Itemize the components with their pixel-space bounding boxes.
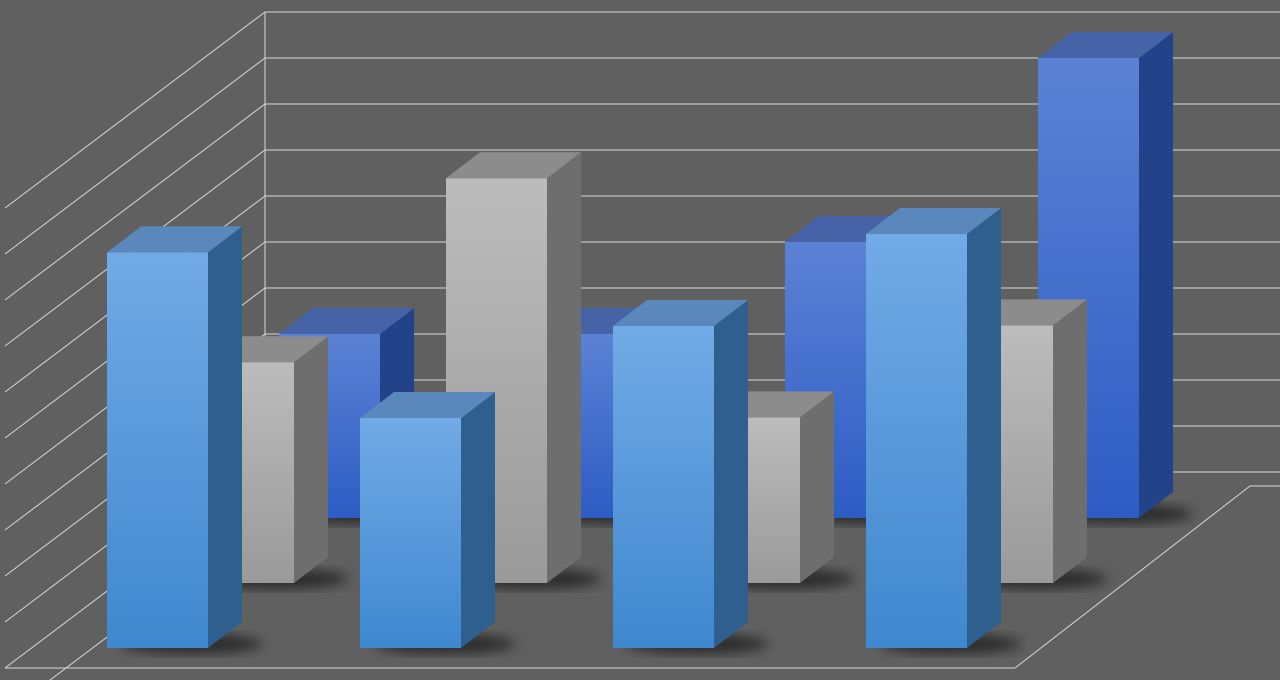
bar-top-face	[446, 152, 581, 179]
bar-side-face	[461, 392, 495, 648]
bar-back-4	[1038, 32, 1193, 524]
bar-front-4	[866, 208, 1021, 654]
bar-top-face	[107, 226, 242, 253]
bar-top-face	[866, 208, 1001, 234]
bar-top-face	[613, 300, 748, 326]
bar-front-face	[613, 326, 714, 648]
bar-side-face	[1139, 32, 1173, 518]
bar-middle-2	[446, 152, 601, 589]
bar-side-face	[967, 208, 1001, 648]
bars	[107, 32, 1193, 654]
bar-front-face	[107, 252, 208, 648]
bar-side-face	[547, 152, 581, 583]
bar-top-face	[1038, 32, 1173, 58]
bar-front-1	[107, 226, 262, 654]
side-wall-gridline	[4, 57, 266, 255]
floor-edge	[5, 485, 1280, 669]
bar-side-face	[714, 300, 748, 648]
bar-side-face	[294, 336, 328, 583]
side-wall-gridline	[4, 11, 266, 209]
bar-front-2	[360, 392, 515, 654]
bar-side-face	[208, 226, 242, 648]
bar-side-face	[800, 391, 834, 583]
bar-front-face	[866, 234, 967, 648]
bar-top-face	[360, 392, 495, 418]
bar-side-face	[1053, 299, 1087, 583]
bar-front-3	[613, 300, 768, 654]
side-wall-gridline	[4, 103, 266, 301]
bar-front-face	[360, 418, 461, 648]
bar-top-face	[279, 308, 414, 334]
